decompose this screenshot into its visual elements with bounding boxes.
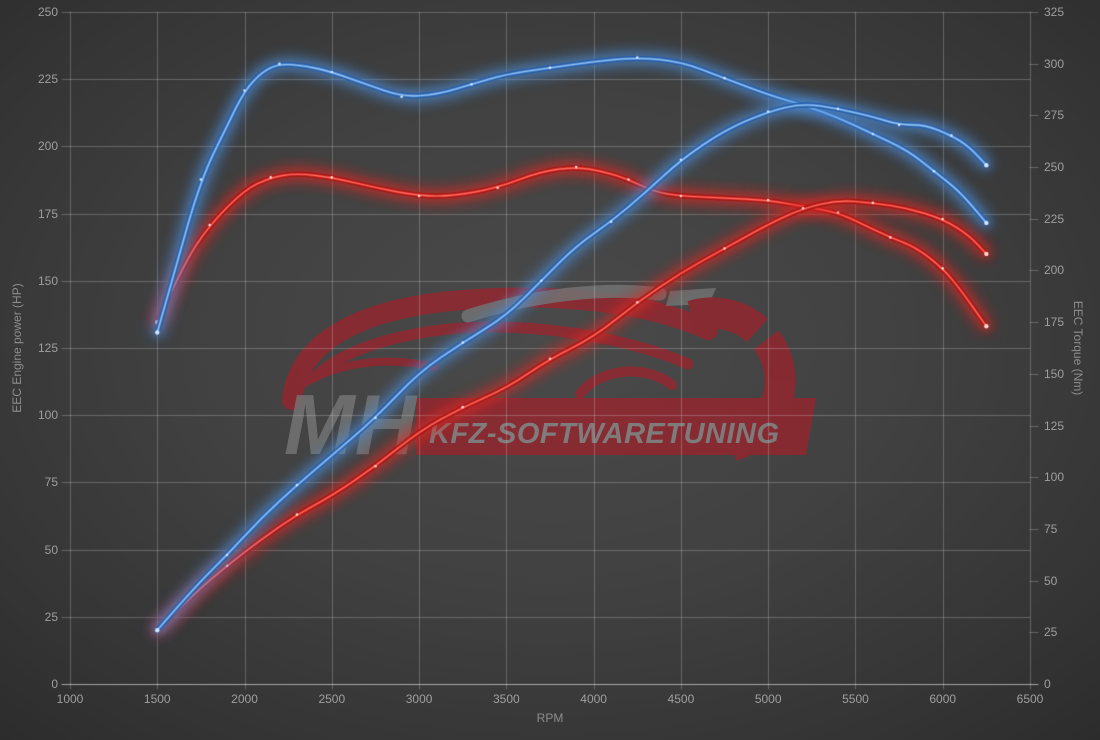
x-tick-label: 6500 [1016, 692, 1044, 706]
y-left-tick-label: 225 [37, 72, 58, 87]
x-tick-label: 4000 [580, 692, 607, 706]
y-left-tick-label: 50 [44, 542, 58, 557]
y-right-tick-label: 200 [1044, 263, 1065, 278]
x-tick-label: 6000 [929, 692, 957, 706]
y-left-tick-label: 100 [37, 408, 58, 423]
x-tick-label: 2500 [318, 692, 346, 706]
y-left-tick-label: 0 [51, 677, 58, 691]
y-right-tick-label: 100 [1044, 470, 1065, 485]
x-axis-title: RPM [536, 711, 564, 725]
x-tick-label: 3500 [493, 692, 520, 706]
y-right-tick-label: 225 [1044, 211, 1065, 226]
x-tick-label: 1000 [56, 692, 84, 706]
y-left-tick-label: 250 [37, 5, 58, 19]
y-right-tick-label: 125 [1044, 418, 1065, 433]
right-axis-title: EEC Torque (Nm) [1071, 300, 1085, 396]
y-right-tick-label: 275 [1044, 108, 1065, 123]
x-tick-label: 1500 [143, 692, 171, 706]
y-right-tick-label: 175 [1044, 315, 1065, 330]
x-tick-label: 5000 [754, 692, 782, 706]
y-left-tick-label: 75 [44, 475, 58, 490]
y-left-tick-label: 25 [44, 609, 58, 624]
y-right-tick-label: 250 [1044, 160, 1065, 175]
y-right-tick-label: 325 [1044, 5, 1065, 19]
y-left-tick-label: 200 [37, 139, 58, 154]
y-right-tick-label: 300 [1044, 56, 1065, 71]
left-axis-title: EEC Engine power (HP) [10, 283, 24, 413]
y-right-tick-label: 0 [1044, 677, 1051, 691]
y-left-tick-label: 125 [37, 341, 58, 355]
y-left-tick-label: 175 [37, 206, 58, 221]
y-right-tick-label: 75 [1044, 521, 1058, 536]
y-right-tick-label: 25 [1044, 625, 1058, 640]
y-left-tick-label: 150 [37, 273, 58, 288]
x-tick-label: 3000 [405, 692, 433, 706]
y-right-tick-label: 150 [1044, 366, 1065, 381]
x-tick-label: 4500 [667, 692, 695, 706]
x-tick-label: 5500 [842, 692, 869, 706]
y-right-tick-label: 50 [1044, 573, 1058, 588]
x-tick-label: 2000 [231, 692, 258, 706]
